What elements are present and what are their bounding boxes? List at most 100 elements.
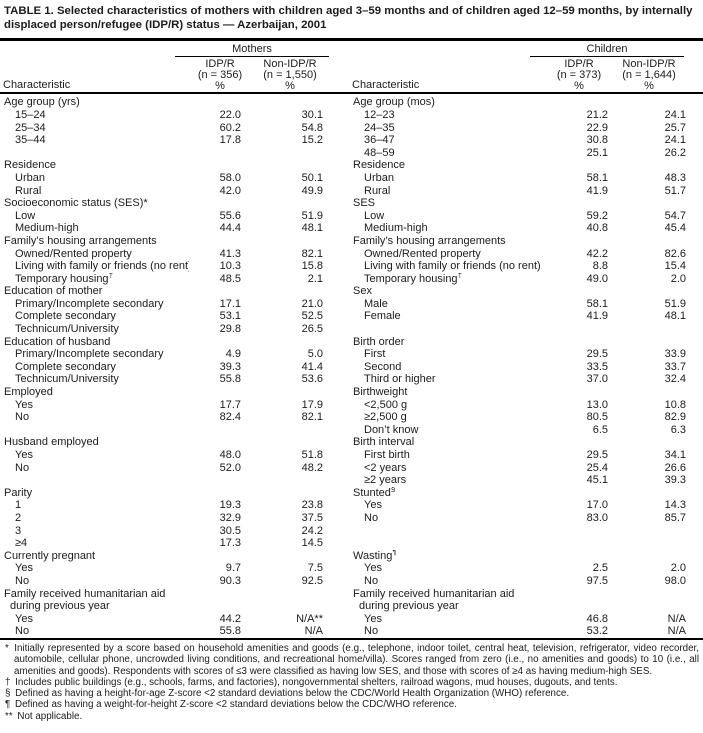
row-label: Female xyxy=(364,310,401,323)
value-cell xyxy=(251,588,329,601)
value-cell: 39.3 xyxy=(219,360,241,373)
table-row: Socioeconomic status (SES)* SES xyxy=(3,197,700,210)
row-label: Temporary housing† xyxy=(3,273,189,286)
row-label: ≥2,500 g xyxy=(364,411,407,424)
row-label: ≥4 xyxy=(15,537,28,550)
value-cell: 29.5 xyxy=(586,449,608,462)
row-label: Socioeconomic status (SES)* xyxy=(4,197,148,210)
children-row-half: Stunted§ xyxy=(352,487,700,500)
value-cell: 4.9 xyxy=(225,348,241,361)
value-cell: 53.1 xyxy=(219,310,241,323)
value-cell xyxy=(548,159,610,172)
row-label: No xyxy=(15,461,30,474)
value-cell xyxy=(610,235,688,248)
table-row: Husband employed Birth interval xyxy=(3,436,700,449)
mothers-row-half: Residence xyxy=(3,159,345,172)
table-row: during previous year during previous year xyxy=(3,600,700,613)
value-cell xyxy=(548,197,610,210)
value-cell: 44.4 xyxy=(219,222,241,235)
value-cell: 17.7 xyxy=(219,398,241,411)
value-cell: 82.1 xyxy=(301,247,323,260)
value-cell xyxy=(548,336,610,349)
value-cell xyxy=(189,96,251,109)
mothers-row-half: No 55.8 N/A xyxy=(3,625,345,638)
value-cell: 17.3 xyxy=(219,537,241,550)
mothers-row-half: Complete secondary 53.1 52.5 xyxy=(3,310,345,323)
row-label: Yes xyxy=(364,612,382,625)
table-row: Urban 58.0 50.1 Urban 58.1 48.3 xyxy=(3,172,700,185)
row-label: Low xyxy=(15,209,36,222)
table-row: 15–24 22.0 30.1 12–23 21.2 24.1 xyxy=(3,109,700,122)
children-row-half: 36–47 30.8 24.1 xyxy=(352,134,700,147)
footnote-marker: * xyxy=(5,642,9,654)
footnote: § Defined as having a height-for-age Z-s… xyxy=(5,688,699,699)
group-title: Mothers xyxy=(232,43,272,55)
table-row: Technicum/University 29.8 26.5 xyxy=(3,323,700,336)
row-label: Sex xyxy=(353,285,372,298)
mothers-row-half: Owned/Rented property 41.3 82.1 xyxy=(3,248,345,261)
table-row: No 82.4 82.1 ≥2,500 g 80.5 82.9 xyxy=(3,411,700,424)
value-cell: 17.1 xyxy=(219,297,241,310)
value-cell xyxy=(189,550,251,563)
value-cell xyxy=(548,285,610,298)
row-label xyxy=(352,525,548,538)
value-cell: 8.8 xyxy=(592,260,608,273)
value-cell: 10.8 xyxy=(664,398,686,411)
row-label: during previous year xyxy=(359,600,459,613)
table-row: Technicum/University 55.8 53.6 Third or hig… xyxy=(3,373,700,386)
footnote: ** Not applicable. xyxy=(5,711,699,722)
value-cell: 26.5 xyxy=(301,323,323,336)
percent-label: % xyxy=(215,79,225,92)
header-mothers-panel: Mothers Characteristic IDP/R (n = 356) %… xyxy=(3,43,345,91)
children-row-half xyxy=(352,537,700,550)
value-cell xyxy=(189,386,251,399)
mothers-row-half: Yes 17.7 17.9 xyxy=(3,399,345,412)
footnote-marker: ¶ xyxy=(392,549,397,557)
table-row: Owned/Rented property 41.3 82.1 Owned/Rente… xyxy=(3,248,700,261)
value-cell: 2.1 xyxy=(307,272,323,285)
row-label: Family’s housing arrangements xyxy=(4,234,157,247)
children-row-half: Yes 46.8 N/A xyxy=(352,613,700,626)
value-cell xyxy=(189,588,251,601)
characteristic-header: Characteristic xyxy=(352,79,420,92)
mothers-row-half: Parity xyxy=(3,487,345,500)
value-cell xyxy=(251,96,329,109)
col-header-line: IDP/R xyxy=(205,58,235,70)
value-cell: 58.1 xyxy=(586,297,608,310)
value-cell: 37.5 xyxy=(301,511,323,524)
row-label: Birthweight xyxy=(353,386,408,399)
row-label: 24–35 xyxy=(364,121,395,134)
mothers-row-half: Family’s housing arrangements xyxy=(3,235,345,248)
row-label xyxy=(3,147,189,160)
mothers-row-half: 1 19.3 23.8 xyxy=(3,499,345,512)
footnotes: * Initially represented by a score based… xyxy=(0,640,703,722)
value-cell: 55.6 xyxy=(219,209,241,222)
value-cell: 30.1 xyxy=(301,108,323,121)
value-cell: 33.9 xyxy=(664,348,686,361)
value-cell xyxy=(189,487,251,500)
row-label: Employed xyxy=(4,386,53,399)
value-cell: 90.3 xyxy=(219,574,241,587)
value-cell: 83.0 xyxy=(586,511,608,524)
value-cell: 41.9 xyxy=(586,310,608,323)
value-cell xyxy=(189,474,251,487)
footnote-marker: § xyxy=(5,688,11,700)
value-cell xyxy=(189,285,251,298)
row-label: 35–44 xyxy=(15,134,46,147)
children-row-half: Yes 17.0 14.3 xyxy=(352,499,700,512)
value-cell: 51.8 xyxy=(301,449,323,462)
value-cell: 6.5 xyxy=(592,423,608,436)
row-label: No xyxy=(364,625,379,638)
children-row-half: during previous year xyxy=(352,600,700,613)
mothers-row-half: Medium-high 44.4 48.1 xyxy=(3,222,345,235)
row-label: Don’t know xyxy=(364,423,419,436)
value-cell xyxy=(189,197,251,210)
table-row: ≥2 years 45.1 39.3 xyxy=(3,474,700,487)
value-cell: 82.4 xyxy=(219,411,241,424)
row-label: Family received humanitarian aid xyxy=(353,587,515,600)
mothers-row-half: Living with family or friends (no rent) 1… xyxy=(3,260,345,273)
group-header-mothers: Mothers xyxy=(175,43,329,57)
value-cell: 19.3 xyxy=(219,499,241,512)
value-cell: 2.0 xyxy=(670,562,686,575)
footnote-text: Includes public buildings (e.g., schools… xyxy=(12,676,618,688)
